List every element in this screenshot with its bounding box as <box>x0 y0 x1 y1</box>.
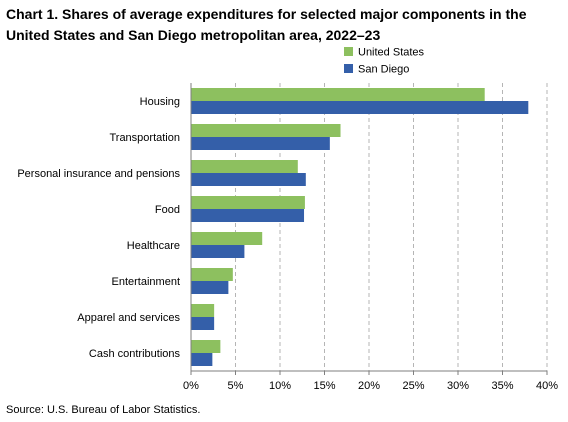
chart-title: Chart 1. Shares of average expenditures … <box>6 6 527 43</box>
x-tick-label: 15% <box>313 380 335 392</box>
bar-united-states <box>191 88 485 101</box>
bar-san-diego <box>191 317 215 330</box>
legend-label: United States <box>358 47 425 59</box>
x-tick-label: 25% <box>402 380 424 392</box>
x-tick-label: 0% <box>183 380 199 392</box>
bar-united-states <box>191 160 298 173</box>
x-tick-label: 40% <box>536 380 558 392</box>
bar-san-diego <box>191 245 245 258</box>
category-label: Personal insurance and pensions <box>17 168 180 180</box>
category-label: Healthcare <box>127 240 180 252</box>
bar-san-diego <box>191 137 330 150</box>
source-note: Source: U.S. Bureau of Labor Statistics. <box>6 404 201 416</box>
bar-united-states <box>191 268 233 281</box>
x-tick-label: 20% <box>358 380 380 392</box>
bar-united-states <box>191 304 215 317</box>
bar-san-diego <box>191 173 306 186</box>
category-label: Food <box>155 204 180 216</box>
bar-united-states <box>191 196 305 209</box>
legend-swatch <box>344 47 353 56</box>
x-tick-label: 5% <box>228 380 244 392</box>
bar-united-states <box>191 124 341 137</box>
category-label: Entertainment <box>112 276 180 288</box>
category-label: Housing <box>140 96 180 108</box>
bar-san-diego <box>191 209 305 222</box>
bar-san-diego <box>191 281 229 294</box>
bar-san-diego <box>191 353 213 366</box>
legend-swatch <box>344 64 353 73</box>
bar-united-states <box>191 340 221 353</box>
x-tick-label: 35% <box>491 380 513 392</box>
legend-label: San Diego <box>358 64 409 76</box>
x-tick-label: 30% <box>447 380 469 392</box>
x-tick-label: 10% <box>269 380 291 392</box>
category-label: Transportation <box>109 132 180 144</box>
bar-united-states <box>191 232 263 245</box>
category-label: Cash contributions <box>89 348 181 360</box>
bar-san-diego <box>191 101 529 114</box>
category-label: Apparel and services <box>77 312 180 324</box>
